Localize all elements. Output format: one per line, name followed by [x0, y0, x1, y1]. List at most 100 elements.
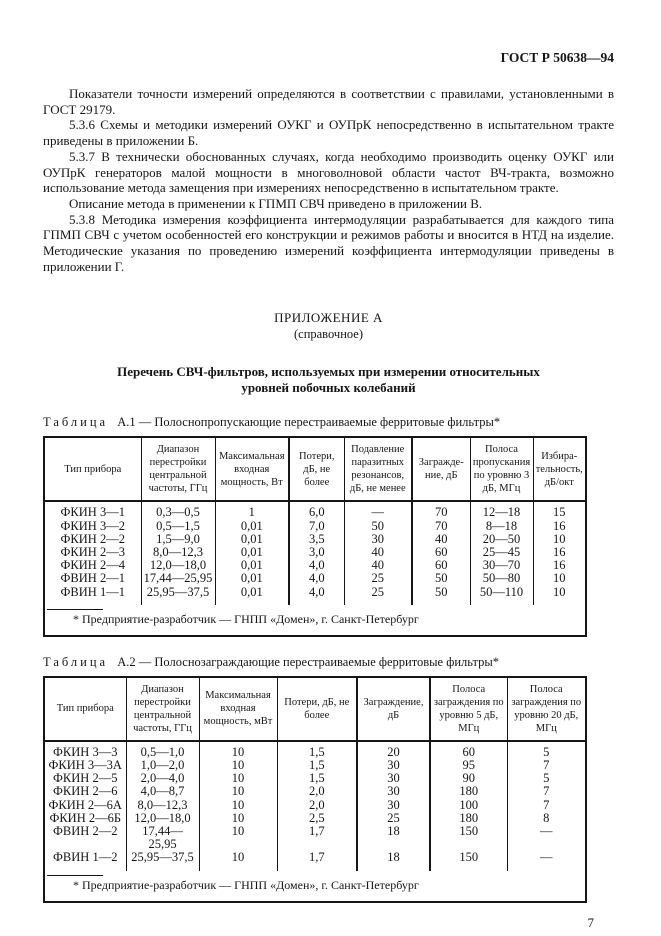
- column-header: Полоса заграждения по уровню 5 дБ, МГц: [429, 677, 507, 742]
- table-cell: —: [506, 825, 585, 852]
- table-a2-caption: Таблица А.2 — Полоснозаграждающие перест…: [43, 655, 614, 670]
- footnote-separator: [47, 874, 103, 876]
- table-cell: ФКИН 2—4: [60, 559, 125, 573]
- table-cell: 16: [532, 559, 585, 573]
- paragraph-5-3-7: 5.3.7 В технически обоснованных случаях,…: [43, 148, 614, 196]
- table-cell: 60: [411, 546, 470, 560]
- table-cell: 40: [343, 546, 412, 560]
- table-cell: 0,01: [214, 559, 289, 573]
- table-cell: 4,0: [288, 572, 344, 586]
- table-cell: 0,01: [214, 572, 289, 586]
- table-row: ФКИН 2—2 1,5—9,0 0,01 3,5 30 40 20—50 10: [45, 532, 585, 547]
- table-a1-caption: Таблица А.1 — Полоснопропускающие перест…: [43, 415, 614, 430]
- table-cell: 2,0: [276, 785, 357, 799]
- table-cell: 0,01: [214, 532, 289, 547]
- table-cell: ФКИН 2—6А: [48, 798, 122, 812]
- table-a1-footnote: * Предприятие-разработчик — ГНПП «Домен»…: [73, 611, 419, 626]
- table-cell: 16: [532, 519, 585, 533]
- table-cell: 70: [411, 519, 470, 533]
- table-cell: 2,5: [276, 811, 357, 826]
- table-cell: 4,0: [288, 585, 344, 605]
- table-row: ФКИН 3—3А 1,0—2,0 10 1,5 30 95 7: [45, 759, 585, 773]
- table-cell: 25,95—37,5: [140, 585, 215, 605]
- table-cell: ФВИН 1—2: [53, 851, 118, 865]
- table-cell: ФКИН 3—1: [60, 505, 125, 520]
- column-header: Диапазон перестройки центральной частоты…: [125, 677, 199, 742]
- table-a2-header-row: Тип прибора Диапазон перестройки централь…: [45, 677, 585, 742]
- table-cell: 10: [198, 811, 277, 826]
- table-cell: 17,44—25,95: [125, 825, 199, 852]
- table-cell: 5: [506, 740, 585, 760]
- table-cell: 3,5: [288, 532, 344, 547]
- appendix-a-heading-line1: Перечень СВЧ-фильтров, используемых при …: [117, 364, 540, 380]
- paragraph-5-3-6: 5.3.6 Схемы и методики измерений ОУКГ и …: [43, 117, 614, 149]
- table-cell: 1,5: [276, 772, 357, 786]
- table-row: ФВИН 1—2 25,95—37,5 10 1,7 18 150—: [45, 851, 585, 871]
- column-header: Диапазон перестройки центральной частоты…: [140, 438, 215, 503]
- table-cell: 1,7: [276, 825, 357, 852]
- footnote-separator: [47, 608, 103, 610]
- table-cell: 3,0: [288, 546, 344, 560]
- table-a2-caption-word: Таблица: [43, 654, 109, 669]
- table-cell: 8—18: [469, 519, 533, 533]
- column-header: Тип прибора: [45, 438, 141, 503]
- table-cell: 90: [429, 772, 507, 786]
- table-cell: 1: [214, 501, 289, 520]
- table-a1: Тип прибора Диапазон перестройки централь…: [43, 436, 587, 637]
- table-cell: 7,0: [288, 519, 344, 533]
- table-cell: 12,0—18,0: [125, 811, 199, 826]
- table-cell: 2,0—4,0: [125, 772, 199, 786]
- table-cell: 50—110: [469, 585, 533, 605]
- table-cell: 7: [506, 759, 585, 773]
- table-cell: 8,0—12,3: [125, 798, 199, 812]
- table-cell: —: [343, 501, 412, 520]
- table-a1-body: ФКИН 3—1 0,3—0,5 1 6,0—70 12—18 15 ФКИН 3—2 0,5…: [45, 501, 585, 605]
- table-cell: 10: [198, 825, 277, 852]
- table-cell: 17,44—25,95: [140, 572, 215, 586]
- table-cell: 50: [411, 572, 470, 586]
- table-cell: 7: [506, 785, 585, 799]
- table-cell: —: [506, 851, 585, 871]
- table-row: ФКИН 2—6Б 12,0—18,0 10 2,5 25 180 8: [45, 811, 585, 826]
- table-cell: 50: [411, 585, 470, 605]
- table-cell: 180: [429, 785, 507, 799]
- table-a2-caption-text: А.2 — Полоснозаграждающие перестраиваемы…: [117, 654, 499, 669]
- table-cell: 1,5—9,0: [140, 532, 215, 547]
- column-header: Избира-тельность, дБ/окт: [532, 438, 585, 503]
- table-cell: 1,5: [276, 759, 357, 773]
- table-cell: ФВИН 2—2: [53, 825, 118, 839]
- table-cell: 10: [198, 798, 277, 812]
- table-cell: 16: [532, 546, 585, 560]
- table-a1-header-row: Тип прибора Диапазон перестройки централь…: [45, 438, 585, 503]
- column-header: Максимальная входная мощность, мВт: [198, 677, 277, 742]
- paragraph-method-description: Описание метода в применении к ГПМП СВЧ …: [69, 195, 483, 211]
- table-cell: 20: [356, 740, 430, 760]
- table-cell: 40: [343, 559, 412, 573]
- table-cell: 12—18: [469, 501, 533, 520]
- table-a1-caption-text: А.1 — Полоснопропускающие перестраиваемы…: [117, 415, 501, 430]
- table-cell: 10: [198, 759, 277, 773]
- table-cell: 10: [532, 532, 585, 547]
- column-header: Потери, дБ, не более: [276, 677, 357, 742]
- table-cell: 1,7: [276, 851, 357, 871]
- table-cell: 10: [532, 572, 585, 586]
- table-a2-body: ФКИН 3—3 0,5—1,0 10 1,5 20 60 5 ФКИН 3—3А 1,0—2,…: [45, 740, 585, 871]
- column-header: Полоса заграждения по уровню 20 дБ, МГц: [506, 677, 585, 742]
- table-a2: Тип прибора Диапазон перестройки централь…: [43, 675, 587, 903]
- table-cell: 8,0—12,3: [140, 546, 215, 560]
- table-cell: 7: [506, 798, 585, 812]
- appendix-a-note: (справочное): [293, 327, 364, 342]
- table-cell: 30: [356, 759, 430, 773]
- doc-header: ГОСТ Р 50638—94: [43, 50, 614, 66]
- appendix-a-title: ПРИЛОЖЕНИЕ А: [274, 310, 383, 326]
- table-cell: 25: [356, 811, 430, 826]
- doc-number: ГОСТ Р 50638—94: [500, 50, 614, 65]
- table-cell: 5: [506, 772, 585, 786]
- table-cell: ФКИН 2—5: [53, 772, 118, 786]
- table-cell: 60: [411, 559, 470, 573]
- table-cell: ФКИН 3—3А: [48, 759, 122, 773]
- table-cell: 0,01: [214, 546, 289, 560]
- page-number: 7: [587, 914, 595, 930]
- table-cell: 2,0: [276, 798, 357, 812]
